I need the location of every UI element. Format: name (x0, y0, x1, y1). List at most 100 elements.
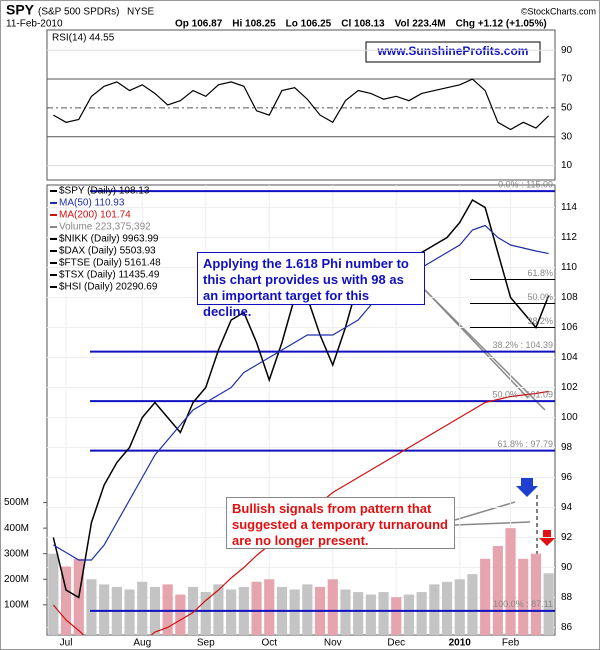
short-fib-label: 50.0% (527, 292, 553, 302)
legend-entry: MA(50) 110.93 (59, 198, 125, 209)
volume-bar (264, 579, 275, 635)
exchange: NYSE (127, 7, 155, 18)
quote-item: Vol 223.4M (395, 19, 446, 30)
x-tick-label: 2010 (449, 638, 472, 649)
rsi-tick-label: 10 (561, 160, 573, 171)
volume-bar (403, 594, 415, 635)
volume-bar (505, 528, 516, 635)
callout-line (454, 521, 531, 526)
y-tick-label: 96 (561, 472, 573, 483)
volume-tick-label: 100M (4, 599, 29, 610)
volume-bar (251, 581, 262, 635)
volume-bar (416, 592, 427, 635)
short-fib-label: 61.8% (527, 268, 553, 278)
volume-bar (391, 597, 402, 635)
volume-bar (226, 589, 237, 635)
y-tick-label: 110 (561, 262, 577, 273)
symbol: SPY (6, 2, 35, 18)
volume-bar (175, 594, 186, 635)
quote-item: Hi 108.25 (232, 19, 276, 30)
volume-bar (492, 546, 503, 635)
y-tick-label: 112 (561, 232, 577, 243)
volume-bar (467, 574, 478, 635)
volume-bar (454, 579, 465, 635)
short-fib-label: 38.2% (527, 316, 553, 326)
y-tick-label: 88 (561, 592, 573, 603)
annotation: Applying the 1.618 Phi number to this ch… (197, 252, 425, 319)
y-tick-label: 104 (561, 352, 578, 363)
fib-label: 38.2% : 104.39 (492, 340, 553, 350)
rsi-tick-label: 90 (561, 45, 573, 56)
price-line (53, 224, 549, 561)
volume-bar (480, 558, 491, 635)
volume-bar (441, 581, 453, 635)
volume-bar (518, 558, 529, 635)
y-tick-label: 100 (561, 412, 578, 423)
y-tick-label: 114 (561, 202, 577, 213)
fib-label: 61.8% : 97.79 (497, 439, 553, 449)
x-tick-label: Sep (197, 638, 215, 649)
fib-label: 100.0% : 87.11 (493, 599, 553, 609)
volume-bar (48, 553, 59, 635)
volume-tick-label: 500M (4, 497, 29, 508)
quote-item: Chg +1.12 (+1.05%) (456, 19, 547, 30)
volume-bar (543, 573, 554, 635)
volume-bar (327, 579, 338, 635)
volume-bar (302, 584, 313, 635)
main-plot (47, 185, 555, 635)
rsi-line (53, 78, 550, 131)
volume-tick-label: 400M (4, 523, 29, 534)
y-tick-label: 98 (561, 442, 573, 453)
volume-tick-label: 200M (4, 574, 29, 585)
volume-bar (99, 584, 110, 635)
legend-entry: MA(200) 101.74 (59, 210, 131, 221)
volume-bar (289, 589, 300, 635)
rsi-tick-label: 50 (561, 103, 573, 114)
security-name: (S&P 500 SPDRs) (38, 7, 120, 18)
x-tick-label: Oct (261, 638, 277, 649)
volume-bar (365, 594, 376, 635)
y-tick-label: 108 (561, 292, 578, 303)
callout-line (454, 501, 516, 521)
volume-bar (200, 592, 211, 635)
volume-bar (162, 584, 173, 635)
fib-label: 0.0% : 115.09 (498, 180, 553, 190)
volume-bar (60, 566, 72, 635)
volume-bar (340, 589, 351, 635)
quote-item: Cl 108.13 (341, 19, 385, 30)
volume-bar (213, 584, 224, 635)
volume-bar (353, 592, 364, 635)
legend-entry: Volume 223,375,392 (59, 222, 151, 233)
x-tick-label: Feb (502, 638, 520, 649)
legend-entry: $SPY (Daily) 108.13 (59, 186, 150, 197)
x-tick-label: Jul (60, 638, 73, 649)
fib-label: 50.0% : 101.09 (492, 390, 553, 400)
credit: ©StockCharts.com (521, 6, 596, 16)
volume-bar (378, 592, 389, 635)
legend-entry: $DAX (Daily) 5503.93 (59, 246, 156, 257)
legend-entry: $TSX (Daily) 11435.49 (59, 270, 160, 281)
volume-bar (124, 589, 135, 635)
y-tick-label: 102 (561, 382, 578, 393)
rsi-tick-label: 30 (561, 131, 573, 142)
date: 11-Feb-2010 (6, 19, 63, 30)
volume-bar (137, 581, 148, 635)
quote-item: Op 106.87 (175, 19, 223, 30)
legend-entry: $NIKK (Daily) 9963.99 (59, 234, 159, 245)
volume-bar (429, 584, 440, 635)
x-tick-label: Nov (324, 638, 342, 649)
y-tick-label: 92 (561, 532, 573, 543)
x-tick-label: Dec (387, 638, 405, 649)
website: www.SunshineProfits.com (377, 44, 529, 58)
quote-item: Lo 106.25 (286, 19, 332, 30)
y-tick-label: 90 (561, 562, 573, 573)
y-tick-label: 94 (561, 502, 573, 513)
volume-bar (86, 579, 97, 635)
legend-entry: $HSI (Daily) 20290.69 (59, 282, 158, 293)
rsi-label: RSI(14) 44.55 (52, 33, 115, 44)
rsi-tick-label: 70 (561, 74, 573, 85)
legend-entry: $FTSE (Daily) 5161.48 (59, 258, 161, 269)
x-tick-label: Aug (133, 638, 151, 649)
website-box (365, 41, 541, 63)
